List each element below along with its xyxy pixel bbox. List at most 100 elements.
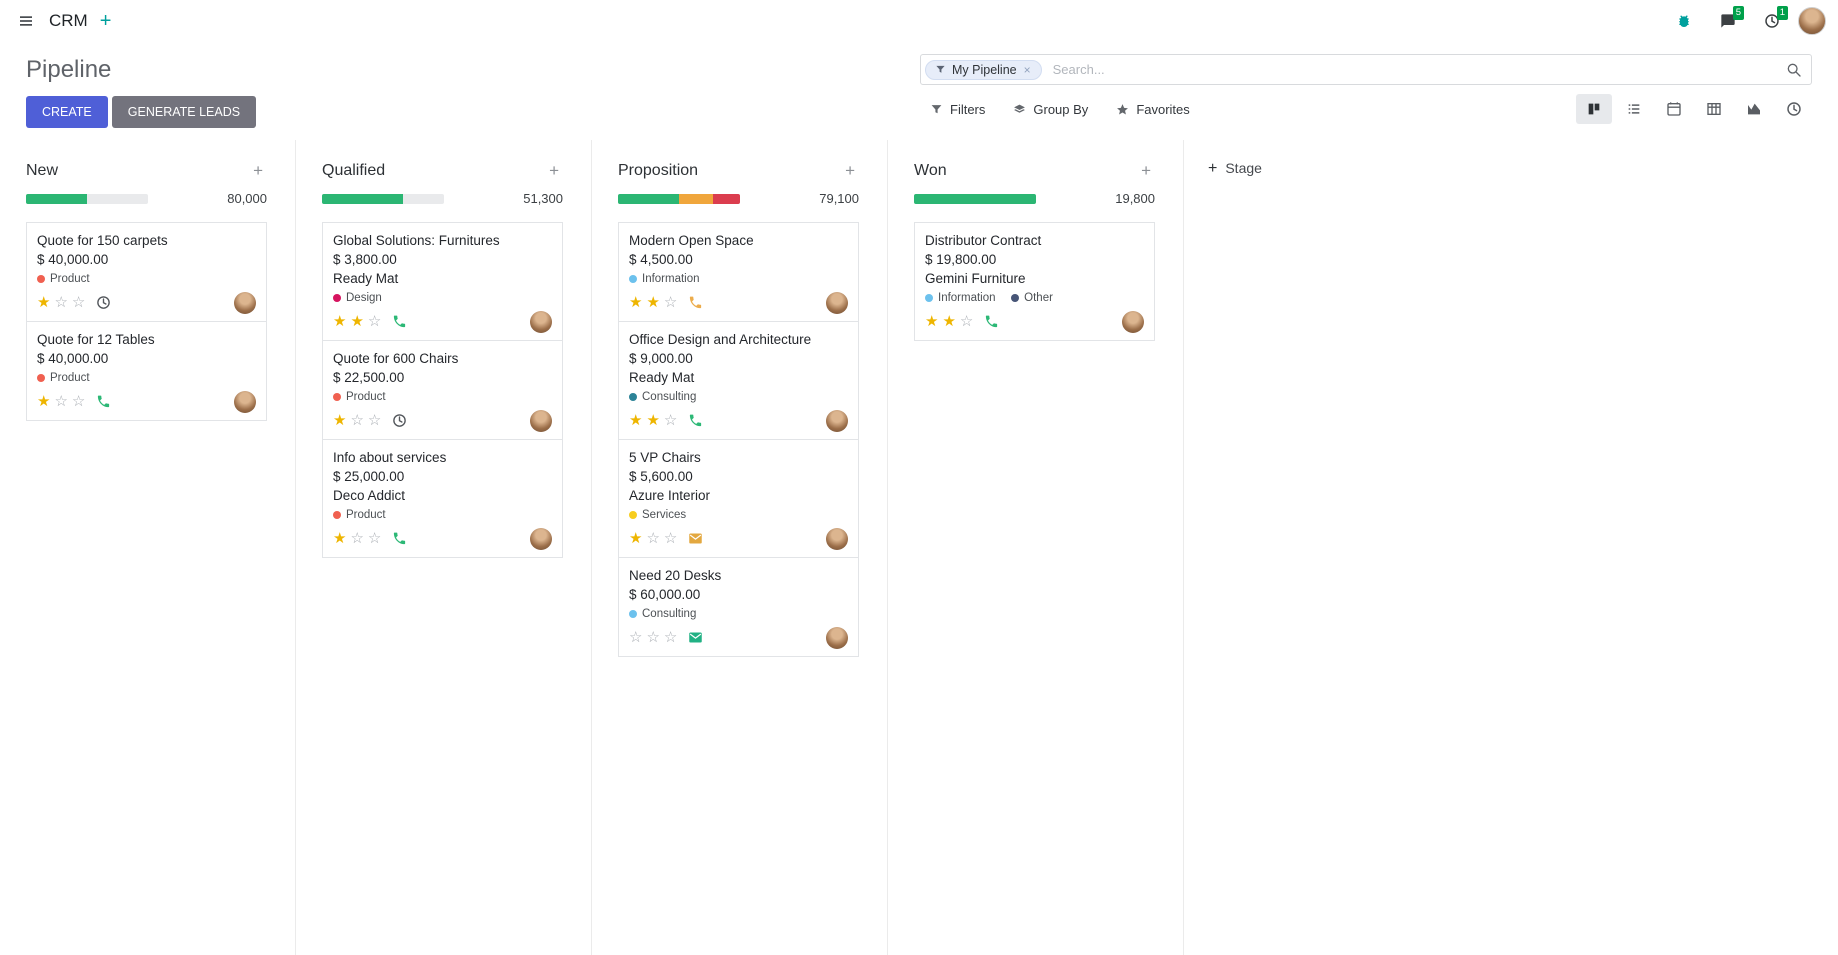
tag: Product [37, 273, 90, 285]
star-icon[interactable]: ★ [37, 294, 53, 311]
star-icon[interactable]: ☆ [646, 629, 662, 646]
phone-icon[interactable] [392, 531, 407, 546]
star-icon[interactable]: ☆ [367, 313, 384, 330]
funnel-icon [935, 64, 946, 75]
quick-add-button[interactable]: + [545, 160, 563, 181]
kanban-card[interactable]: Office Design and Architecture $ 9,000.0… [618, 321, 859, 440]
star-icon[interactable]: ☆ [71, 393, 88, 410]
list-view-button[interactable] [1616, 94, 1652, 124]
messages-button[interactable]: 5 [1710, 5, 1746, 37]
clock-icon[interactable] [392, 413, 407, 428]
group-by-button[interactable]: Group By [1013, 102, 1088, 117]
star-icon[interactable]: ★ [629, 294, 645, 311]
salesperson-avatar [530, 310, 552, 333]
calendar-view-button[interactable] [1656, 94, 1692, 124]
column-progressbar[interactable] [322, 193, 444, 204]
plus-icon: + [253, 161, 263, 180]
star-icon[interactable]: ★ [333, 530, 349, 547]
mail-icon[interactable] [688, 531, 703, 546]
star-icon [1116, 103, 1129, 116]
star-icon[interactable]: ☆ [367, 412, 384, 429]
star-icon[interactable]: ★ [925, 313, 941, 330]
star-icon[interactable]: ★ [37, 393, 53, 410]
create-button[interactable]: CREATE [26, 96, 108, 128]
star-icon[interactable]: ☆ [71, 294, 88, 311]
star-icon[interactable]: ☆ [629, 629, 645, 646]
activity-view-button[interactable] [1776, 94, 1812, 124]
kanban-card[interactable]: Quote for 150 carpets $ 40,000.00 Produc… [26, 222, 267, 322]
user-avatar[interactable] [1798, 7, 1826, 35]
star-icon[interactable]: ☆ [663, 412, 680, 429]
column-progressbar[interactable] [26, 193, 148, 204]
generate-leads-button[interactable]: GENERATE LEADS [111, 96, 257, 128]
star-icon[interactable]: ☆ [663, 294, 680, 311]
phone-icon[interactable] [392, 314, 407, 329]
tag-color-dot [629, 511, 637, 519]
star-icon[interactable]: ☆ [54, 294, 70, 311]
star-icon[interactable]: ☆ [663, 530, 680, 547]
quick-create-button[interactable]: + [92, 7, 120, 35]
star-icon[interactable]: ☆ [350, 412, 366, 429]
star-icon[interactable]: ☆ [54, 393, 70, 410]
star-icon[interactable]: ☆ [959, 313, 976, 330]
kanban-card[interactable]: Need 20 Desks $ 60,000.00 Consulting ☆ ☆ ☆ [618, 557, 859, 657]
kanban-card[interactable]: Global Solutions: Furnitures $ 3,800.00 … [322, 222, 563, 341]
star-icon[interactable]: ★ [333, 412, 349, 429]
star-icon[interactable]: ★ [646, 412, 662, 429]
kanban-card[interactable]: Info about services $ 25,000.00 Deco Add… [322, 439, 563, 558]
column-title[interactable]: Qualified [322, 161, 386, 179]
star-icon[interactable]: ☆ [646, 530, 662, 547]
column-title[interactable]: New [26, 161, 59, 179]
star-icon[interactable]: ★ [629, 530, 645, 547]
star-icon[interactable]: ★ [646, 294, 662, 311]
graph-icon [1746, 101, 1762, 117]
star-icon[interactable]: ☆ [367, 530, 384, 547]
search-submit-button[interactable] [1786, 62, 1802, 78]
phone-icon[interactable] [688, 413, 703, 428]
quick-add-button[interactable]: + [841, 160, 859, 181]
column-title[interactable]: Won [914, 161, 947, 179]
quick-add-button[interactable]: + [249, 160, 267, 181]
kanban-card[interactable]: Quote for 600 Chairs $ 22,500.00 Product… [322, 340, 563, 440]
quick-add-button[interactable]: + [1137, 160, 1155, 181]
phone-icon[interactable] [688, 295, 703, 310]
debug-mode-button[interactable] [1666, 5, 1702, 37]
apps-menu-button[interactable] [12, 7, 40, 35]
facet-remove-button[interactable]: × [1023, 63, 1032, 77]
lead-partner: Ready Mat [333, 271, 399, 286]
filters-button[interactable]: Filters [930, 102, 985, 117]
progress-segment [618, 193, 679, 204]
add-stage-button[interactable]: + Stage [1184, 140, 1262, 955]
salesperson-avatar [826, 291, 848, 314]
column-progressbar[interactable] [914, 193, 1036, 204]
phone-icon[interactable] [96, 394, 111, 409]
activities-button[interactable]: 1 [1754, 5, 1790, 37]
app-name[interactable]: CRM [49, 11, 88, 30]
star-icon[interactable]: ★ [333, 313, 349, 330]
salesperson-avatar [530, 409, 552, 432]
star-icon[interactable]: ★ [942, 313, 958, 330]
kanban-card[interactable]: 5 VP Chairs $ 5,600.00 Azure Interior Se… [618, 439, 859, 558]
pivot-view-button[interactable] [1696, 94, 1732, 124]
kanban-card[interactable]: Modern Open Space $ 4,500.00 Information… [618, 222, 859, 322]
star-icon[interactable]: ★ [629, 412, 645, 429]
column-progressbar[interactable] [618, 193, 740, 204]
tag-label: Design [346, 292, 382, 304]
lead-title: Quote for 600 Chairs [333, 351, 459, 366]
column-title[interactable]: Proposition [618, 161, 699, 179]
kanban-view-button[interactable] [1576, 94, 1612, 124]
star-icon[interactable]: ★ [350, 313, 366, 330]
kanban-card[interactable]: Quote for 12 Tables $ 40,000.00 Product … [26, 321, 267, 421]
star-icon[interactable]: ☆ [350, 530, 366, 547]
tag-color-dot [37, 374, 45, 382]
graph-view-button[interactable] [1736, 94, 1772, 124]
tag: Design [333, 292, 382, 304]
star-icon[interactable]: ☆ [663, 629, 680, 646]
clock-icon[interactable] [96, 295, 111, 310]
phone-icon[interactable] [984, 314, 999, 329]
kanban-card[interactable]: Distributor Contract $ 19,800.00 Gemini … [914, 222, 1155, 341]
mail-icon[interactable] [688, 630, 703, 645]
facet-label: My Pipeline [952, 62, 1017, 77]
search-input[interactable] [1050, 61, 1786, 78]
favorites-button[interactable]: Favorites [1116, 102, 1190, 117]
